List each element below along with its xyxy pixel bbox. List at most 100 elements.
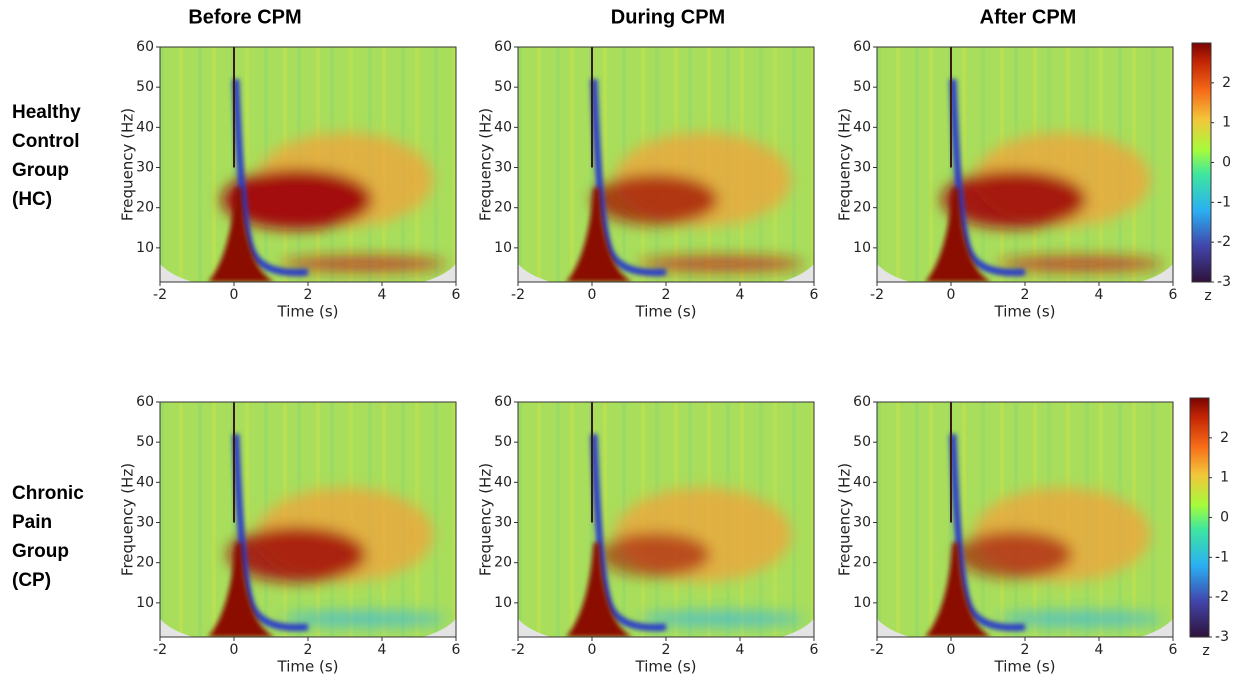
colorbar-tick-label: 2 bbox=[1222, 75, 1231, 91]
y-tick-label: 50 bbox=[853, 79, 871, 95]
y-tick-label: 50 bbox=[494, 434, 512, 450]
streak bbox=[245, 402, 249, 637]
streak bbox=[434, 402, 438, 637]
x-tick-label: 2 bbox=[662, 287, 671, 303]
streak bbox=[179, 402, 183, 637]
heatmap-image bbox=[160, 402, 456, 637]
cone-right bbox=[1139, 263, 1173, 282]
y-tick-label: 40 bbox=[853, 119, 871, 135]
x-tick-label: 6 bbox=[810, 287, 819, 303]
streak bbox=[212, 47, 216, 282]
streak bbox=[877, 47, 881, 282]
heatmap: -2 0 2 4 6 10 20 30 40 50 60 Time (s) Frequency (Hz) bbox=[119, 394, 461, 676]
desync bbox=[590, 79, 667, 277]
x-tick-label: 0 bbox=[230, 642, 239, 658]
streak bbox=[453, 47, 456, 282]
evoked bbox=[566, 542, 633, 637]
x-tick-label: 2 bbox=[1021, 287, 1030, 303]
beta-core bbox=[591, 174, 718, 225]
streak bbox=[453, 402, 456, 637]
y-tick-label: 60 bbox=[494, 39, 512, 55]
y-tick-label: 10 bbox=[136, 240, 154, 256]
low-band bbox=[997, 255, 1164, 272]
y-tick-label: 10 bbox=[494, 240, 512, 256]
y-tick-label: 50 bbox=[136, 79, 154, 95]
x-axis-label: Time (s) bbox=[635, 303, 697, 321]
blobs bbox=[941, 132, 1164, 272]
low-band bbox=[280, 255, 447, 272]
streak bbox=[792, 402, 796, 637]
y-tick-label: 40 bbox=[494, 119, 512, 135]
colorbar-tick-label: 1 bbox=[1222, 115, 1231, 131]
streak bbox=[929, 402, 933, 637]
streak bbox=[1151, 402, 1155, 637]
streak bbox=[556, 402, 560, 637]
x-tick-label: -2 bbox=[511, 642, 525, 658]
y-axis-label: Frequency (Hz) bbox=[477, 463, 495, 576]
row-label: Pain bbox=[12, 512, 52, 533]
y-tick-label: 30 bbox=[853, 515, 871, 531]
y-tick-label: 30 bbox=[494, 160, 512, 176]
blobs bbox=[955, 487, 1164, 627]
blobs bbox=[599, 487, 805, 627]
cone-left bbox=[877, 618, 911, 637]
cone-right bbox=[422, 263, 456, 282]
streak bbox=[212, 402, 216, 637]
x-tick-label: -2 bbox=[870, 642, 884, 658]
streak bbox=[1170, 47, 1173, 282]
x-tick-label: 6 bbox=[452, 287, 461, 303]
y-tick-label: 50 bbox=[136, 434, 154, 450]
low-band bbox=[638, 255, 805, 272]
beta-core bbox=[221, 169, 372, 230]
streak bbox=[198, 47, 202, 282]
x-tick-label: 4 bbox=[1095, 642, 1104, 658]
streak bbox=[811, 47, 814, 282]
colorbar-tick-label: 1 bbox=[1220, 470, 1229, 486]
streak bbox=[962, 47, 966, 282]
colorbar-tick-label: -3 bbox=[1215, 629, 1229, 645]
desync bbox=[949, 79, 1026, 277]
colorbar-tick-label: 2 bbox=[1220, 430, 1229, 446]
desync bbox=[232, 434, 309, 632]
evoked bbox=[208, 187, 275, 282]
y-tick-label: 20 bbox=[853, 555, 871, 571]
heatmap-image bbox=[877, 47, 1173, 282]
x-tick-label: 4 bbox=[1095, 287, 1104, 303]
x-axis-label: Time (s) bbox=[277, 658, 339, 676]
colorbar-tick-label: -2 bbox=[1215, 589, 1229, 605]
y-tick-label: 30 bbox=[136, 515, 154, 531]
streak bbox=[518, 47, 522, 282]
streak bbox=[877, 402, 881, 637]
heatmap: -2 0 2 4 6 10 20 30 40 50 60 Time (s) Frequency (Hz) bbox=[477, 39, 819, 321]
colorbar bbox=[1189, 397, 1210, 638]
beta-core bbox=[941, 170, 1086, 229]
colorbar-tick-label: 0 bbox=[1222, 155, 1231, 171]
x-tick-label: 0 bbox=[947, 287, 956, 303]
y-tick-label: 30 bbox=[494, 515, 512, 531]
streak bbox=[1151, 47, 1155, 282]
y-axis-label: Frequency (Hz) bbox=[119, 463, 137, 576]
column-title: After CPM bbox=[980, 6, 1077, 28]
x-tick-label: 2 bbox=[1021, 642, 1030, 658]
streak bbox=[915, 47, 919, 282]
row-label: (HC) bbox=[12, 189, 52, 210]
y-axis-label: Frequency (Hz) bbox=[119, 108, 137, 221]
streak bbox=[570, 47, 574, 282]
colorbar bbox=[1191, 42, 1212, 283]
x-tick-label: 0 bbox=[230, 287, 239, 303]
row-label: Control bbox=[12, 131, 80, 152]
heatmap-image bbox=[877, 402, 1173, 637]
cone-left bbox=[160, 618, 194, 637]
streak bbox=[929, 47, 933, 282]
row-label: Group bbox=[12, 541, 69, 562]
evoked bbox=[566, 187, 633, 282]
evoked bbox=[208, 542, 275, 637]
x-tick-label: 6 bbox=[1169, 287, 1178, 303]
y-tick-label: 60 bbox=[853, 394, 871, 410]
y-tick-label: 20 bbox=[853, 200, 871, 216]
evoked bbox=[925, 187, 992, 282]
streak bbox=[160, 47, 164, 282]
low-band bbox=[997, 610, 1164, 627]
y-axis-label: Frequency (Hz) bbox=[836, 108, 854, 221]
